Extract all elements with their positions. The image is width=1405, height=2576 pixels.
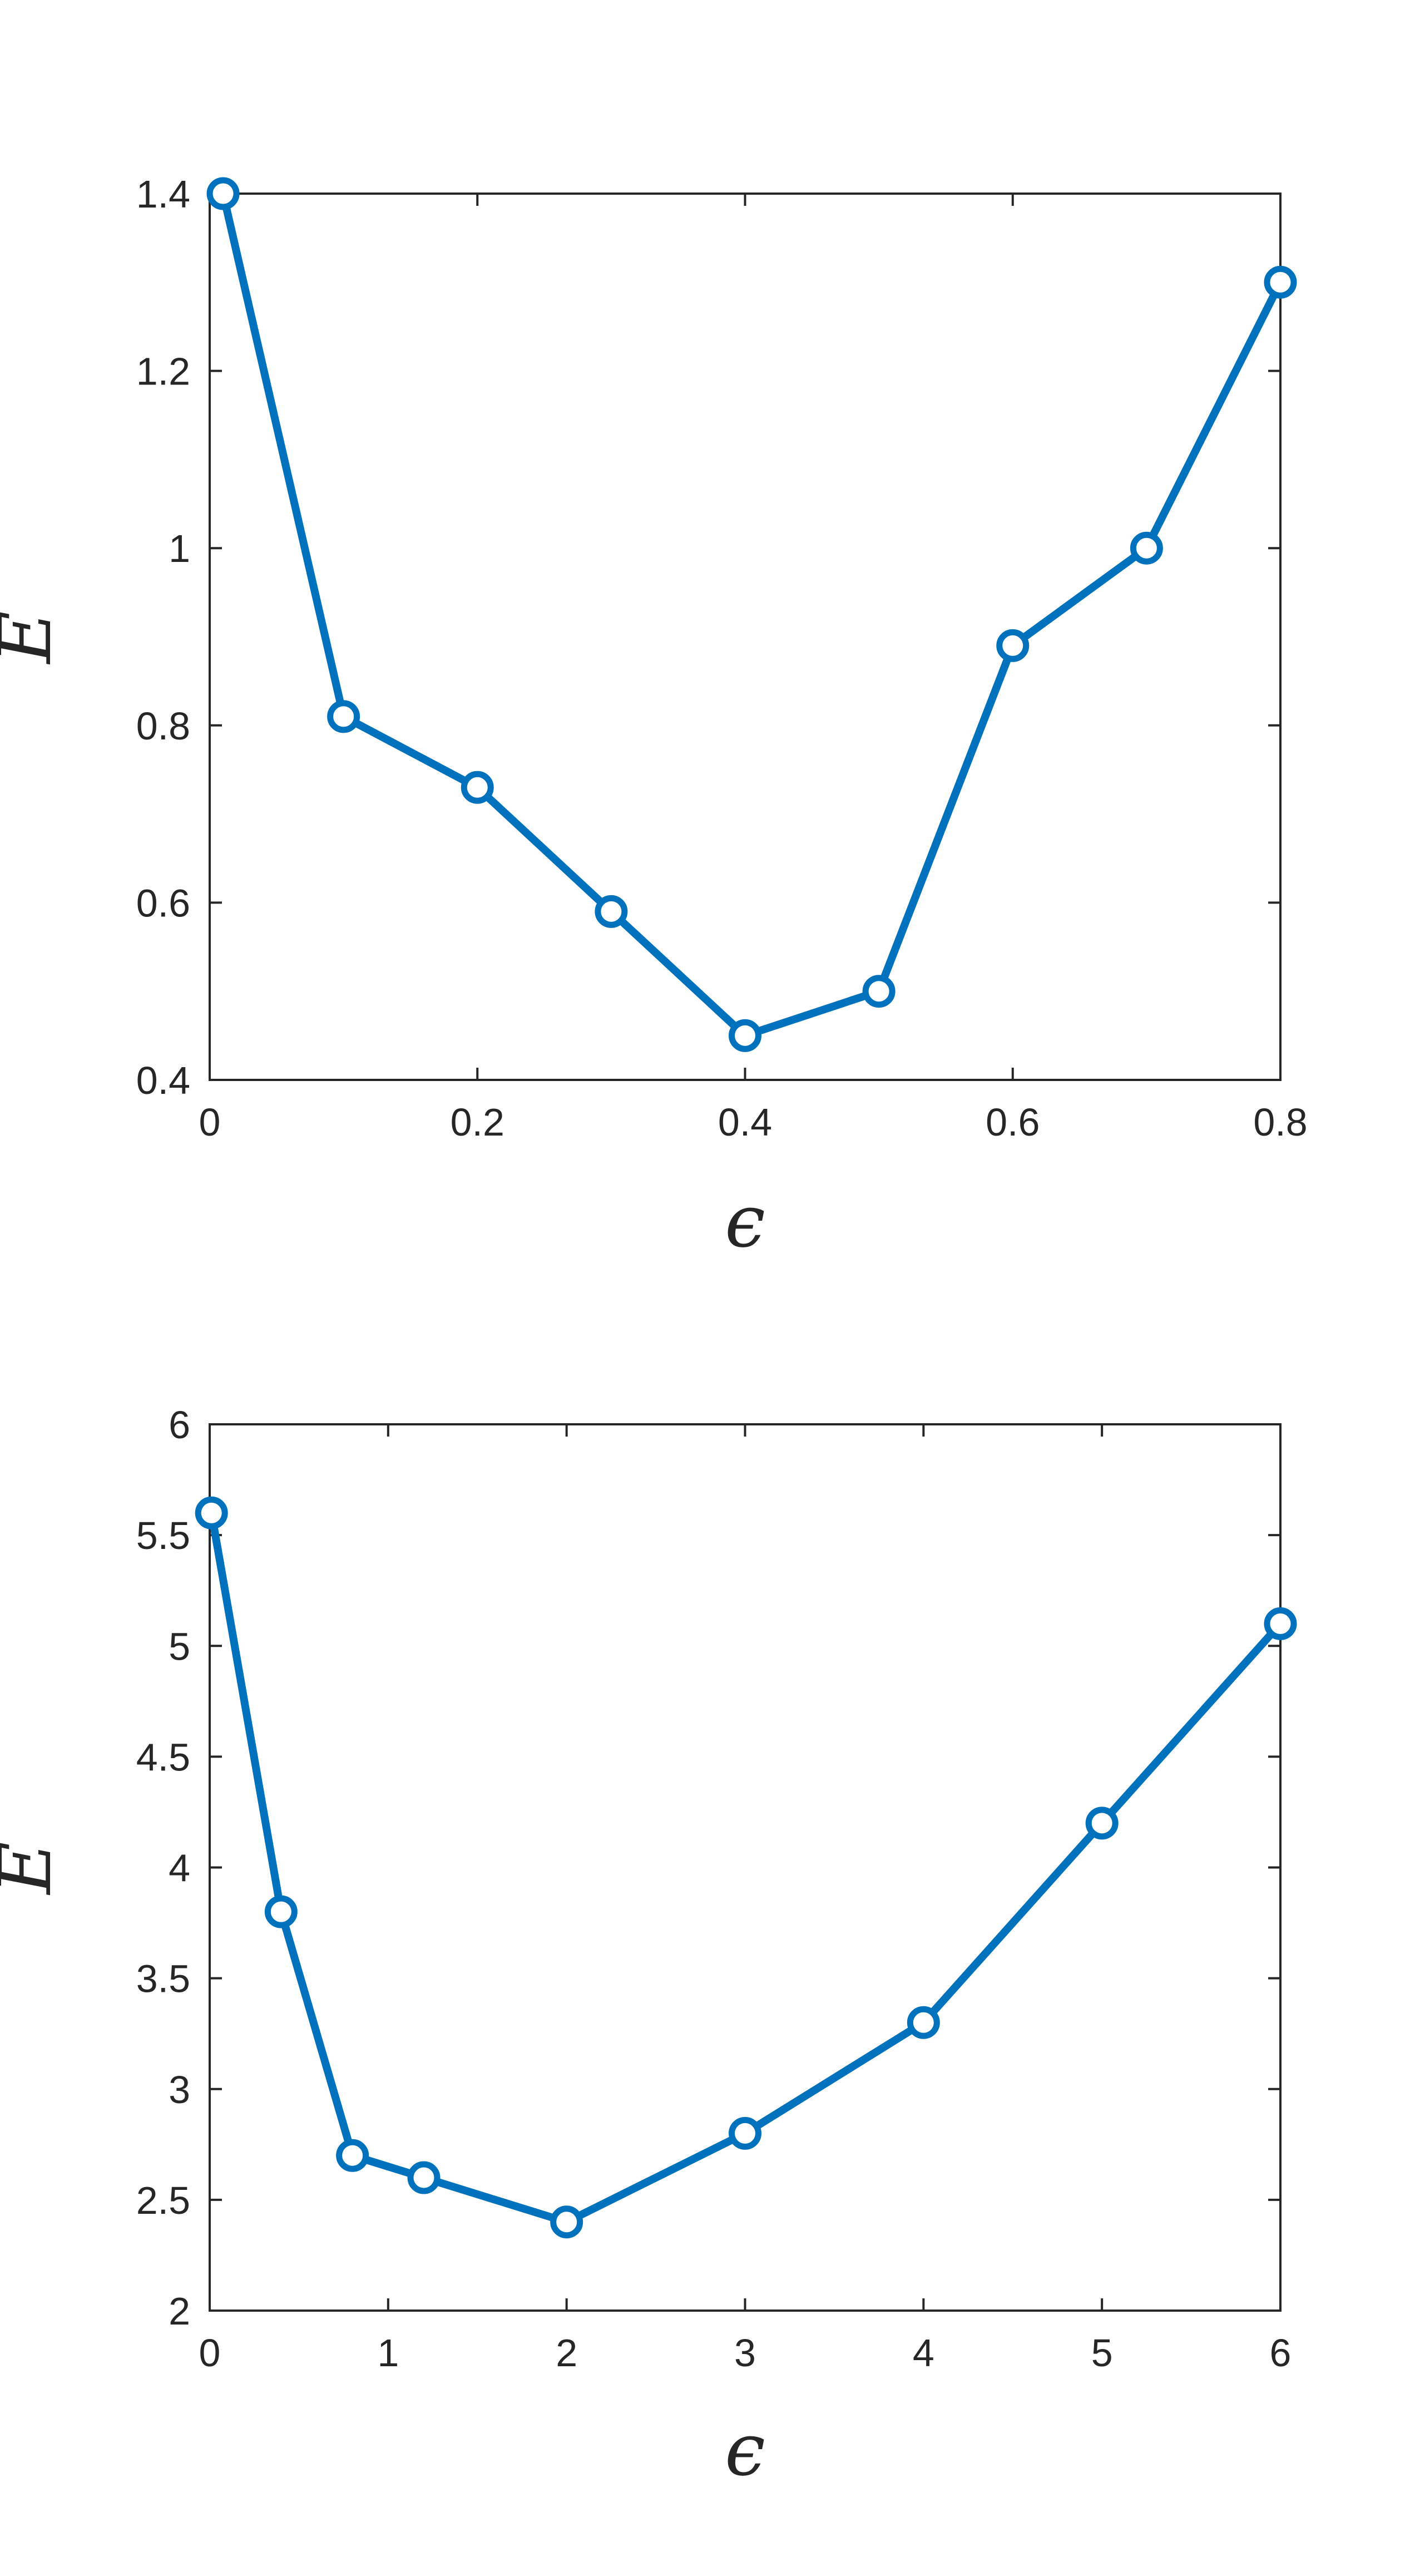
series-line bbox=[219, 190, 1284, 1040]
y-tick-label: 0.4 bbox=[136, 1059, 190, 1102]
data-point bbox=[264, 1895, 298, 1928]
x-axis-label: ϵ bbox=[725, 1179, 765, 1264]
y-tick-label: 0.6 bbox=[136, 881, 190, 925]
y-tick-label: 1.4 bbox=[136, 172, 190, 216]
y-tick-label: 2 bbox=[169, 2289, 190, 2333]
data-point bbox=[1264, 1607, 1297, 1640]
series-line bbox=[207, 1509, 1284, 2226]
chart-bottom: 0 1 2 3 4 5 6 2 2.5 3 3.5 4 4.5 5 5.5 6 ϵ E bbox=[0, 1403, 1297, 2492]
x-tick-label: 1 bbox=[377, 2331, 399, 2375]
data-point bbox=[907, 2006, 940, 2039]
x-tick-label: 5 bbox=[1091, 2331, 1113, 2375]
x-tick-label: 3 bbox=[734, 2331, 756, 2375]
data-point bbox=[595, 895, 628, 928]
y-axis-label: E bbox=[0, 611, 67, 665]
data-point bbox=[996, 629, 1030, 662]
y-tick-label: 6 bbox=[169, 1403, 190, 1447]
x-tick-label: 4 bbox=[913, 2331, 934, 2375]
y-tick-label: 3.5 bbox=[136, 1957, 190, 2001]
x-tick-label: 6 bbox=[1270, 2331, 1292, 2375]
axes-box bbox=[209, 193, 1282, 1081]
data-point bbox=[195, 1496, 228, 1529]
y-tick-label: 4 bbox=[169, 1847, 190, 1890]
x-tick-label: 0.8 bbox=[1253, 1101, 1307, 1144]
data-point bbox=[206, 177, 240, 210]
data-point bbox=[550, 2205, 583, 2239]
data-point bbox=[1085, 1807, 1119, 1840]
y-tick-label: 4.5 bbox=[136, 1735, 190, 1779]
data-point bbox=[407, 2161, 441, 2194]
y-tick-label: 5 bbox=[169, 1625, 190, 1668]
y-axis-label: E bbox=[0, 1842, 67, 1896]
data-point bbox=[862, 975, 896, 1008]
data-point bbox=[1264, 265, 1297, 299]
data-point bbox=[327, 700, 360, 733]
y-tick-label: 0.8 bbox=[136, 704, 190, 748]
x-tick-label: 0.4 bbox=[718, 1101, 772, 1144]
y-tick-label: 3 bbox=[169, 2068, 190, 2111]
x-tick-label: 0.2 bbox=[451, 1101, 504, 1144]
x-axis-label: ϵ bbox=[725, 2407, 765, 2492]
data-point bbox=[336, 2139, 369, 2172]
x-tick-label: 0 bbox=[199, 1101, 221, 1144]
axes-box bbox=[209, 1423, 1282, 2312]
x-tick-label: 0 bbox=[199, 2331, 221, 2375]
y-tick-label: 2.5 bbox=[136, 2179, 190, 2222]
data-point bbox=[729, 1019, 761, 1052]
y-tick-label: 1.2 bbox=[136, 350, 190, 393]
x-tick-label: 2 bbox=[556, 2331, 577, 2375]
data-point bbox=[461, 771, 494, 804]
chart-top: 0 0.2 0.4 0.6 0.8 0.4 0.6 0.8 1 1.2 1.4 ϵ E bbox=[0, 172, 1308, 1264]
x-tick-label: 0.6 bbox=[986, 1101, 1040, 1144]
data-point bbox=[1130, 531, 1163, 565]
y-tick-label: 5.5 bbox=[136, 1514, 190, 1557]
y-tick-label: 1 bbox=[169, 527, 190, 570]
data-point bbox=[729, 2116, 761, 2150]
